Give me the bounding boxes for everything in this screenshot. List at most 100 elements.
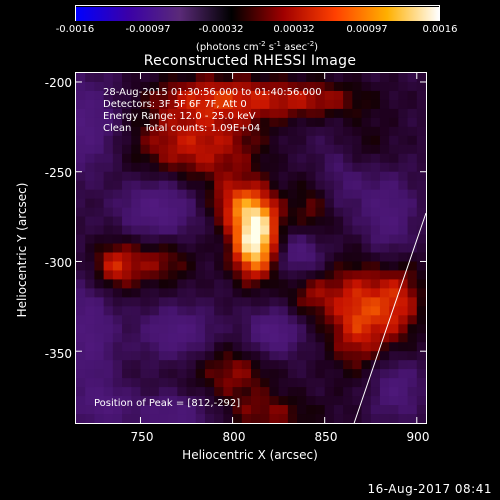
heatmap-cell xyxy=(297,279,307,289)
heatmap-cell xyxy=(251,342,261,352)
heatmap-cell xyxy=(204,261,215,272)
heatmap-cell xyxy=(407,144,418,155)
heatmap-cell xyxy=(407,207,418,218)
heatmap-cell xyxy=(131,73,142,83)
heatmap-cell xyxy=(407,405,418,415)
heatmap-cell xyxy=(112,99,123,110)
heatmap-cell xyxy=(122,153,132,164)
heatmap-cell xyxy=(287,73,298,83)
heatmap-cell xyxy=(343,405,353,415)
heatmap-cell xyxy=(131,351,142,361)
heatmap-cell xyxy=(223,288,234,298)
heatmap-cell xyxy=(370,73,381,83)
heatmap-cell xyxy=(223,243,234,254)
heatmap-cell xyxy=(94,99,105,110)
heatmap-cell xyxy=(416,81,426,92)
heatmap-cell xyxy=(214,108,224,119)
heatmap-cell xyxy=(149,225,160,236)
heatmap-cell xyxy=(343,73,353,83)
heatmap-cell xyxy=(370,279,381,289)
heatmap-cell xyxy=(76,378,86,388)
heatmap-cell xyxy=(315,252,326,263)
heatmap-cell xyxy=(324,207,335,218)
heatmap-cell xyxy=(416,333,426,343)
heatmap-cell xyxy=(149,126,160,137)
heatmap-cell xyxy=(315,234,326,245)
heatmap-cell xyxy=(324,414,335,423)
heatmap-cell xyxy=(214,153,224,164)
heatmap-cell xyxy=(361,126,372,137)
heatmap-cell xyxy=(112,333,123,343)
heatmap-cell xyxy=(370,306,381,316)
heatmap-cell xyxy=(204,270,215,281)
heatmap-cell xyxy=(168,369,178,379)
heatmap-cell xyxy=(223,81,234,92)
heatmap-cell xyxy=(76,207,86,218)
heatmap-cell xyxy=(195,162,206,173)
heatmap-cell xyxy=(214,162,224,173)
heatmap-cell xyxy=(177,270,188,281)
heatmap-cell xyxy=(407,180,418,191)
heatmap-cell xyxy=(343,369,353,379)
heatmap-cell xyxy=(370,243,381,254)
heatmap-cell xyxy=(186,261,197,272)
heatmap-cell xyxy=(214,333,224,343)
heatmap-cell xyxy=(416,351,426,361)
heatmap-cell xyxy=(131,108,142,119)
heatmap-cell xyxy=(177,342,188,352)
heatmap-cell xyxy=(287,279,298,289)
heatmap-cell xyxy=(140,171,151,182)
heatmap-cell xyxy=(407,369,418,379)
heatmap-cell xyxy=(76,225,86,236)
heatmap-cell xyxy=(260,81,271,92)
heatmap-cell xyxy=(131,315,142,325)
heatmap-cell xyxy=(122,270,132,281)
heatmap-cell xyxy=(315,243,326,254)
heatmap-cell xyxy=(333,387,344,397)
heatmap-cell xyxy=(85,108,96,119)
heatmap-cell xyxy=(158,117,169,128)
heatmap-cell xyxy=(168,126,178,137)
heatmap-cell xyxy=(352,387,363,397)
heatmap-cell xyxy=(370,414,381,423)
heatmap-cell xyxy=(214,81,224,92)
heatmap-cell xyxy=(195,279,206,289)
heatmap-cell xyxy=(343,333,353,343)
heatmap-cell xyxy=(204,396,215,406)
heatmap-cell xyxy=(361,324,372,334)
heatmap-cell xyxy=(324,297,335,307)
heatmap-cell xyxy=(287,342,298,352)
heatmap-cell xyxy=(407,135,418,146)
heatmap-cell xyxy=(361,171,372,182)
colorbar-tick: -0.0016 xyxy=(55,24,95,35)
heatmap-cell xyxy=(85,171,96,182)
heatmap-cell xyxy=(260,387,271,397)
heatmap-cell xyxy=(278,279,289,289)
heatmap-cell xyxy=(76,234,86,245)
heatmap-cell xyxy=(306,414,317,423)
heatmap-cell xyxy=(297,342,307,352)
heatmap-cell xyxy=(306,324,317,334)
heatmap-cell xyxy=(287,99,298,110)
heatmap-cell xyxy=(315,189,326,200)
heatmap-cell xyxy=(324,234,335,245)
heatmap-cell xyxy=(94,261,105,272)
heatmap-cell xyxy=(122,315,132,325)
heatmap-cell xyxy=(389,198,399,209)
heatmap-cell xyxy=(112,270,123,281)
heatmap-cell xyxy=(352,378,363,388)
heatmap-cell xyxy=(85,153,96,164)
heatmap-cell xyxy=(131,225,142,236)
heatmap-cell xyxy=(297,261,307,272)
heatmap-cell xyxy=(260,405,271,415)
heatmap-cell xyxy=(269,207,280,218)
heatmap-cell xyxy=(315,216,326,227)
heatmap-cell xyxy=(251,261,261,272)
heatmap-cell xyxy=(186,252,197,263)
heatmap-cell xyxy=(251,225,261,236)
heatmap-cell xyxy=(122,324,132,334)
heatmap-cell xyxy=(76,315,86,325)
heatmap-cell xyxy=(287,198,298,209)
heatmap-cell xyxy=(306,387,317,397)
heatmap-cell xyxy=(131,279,142,289)
